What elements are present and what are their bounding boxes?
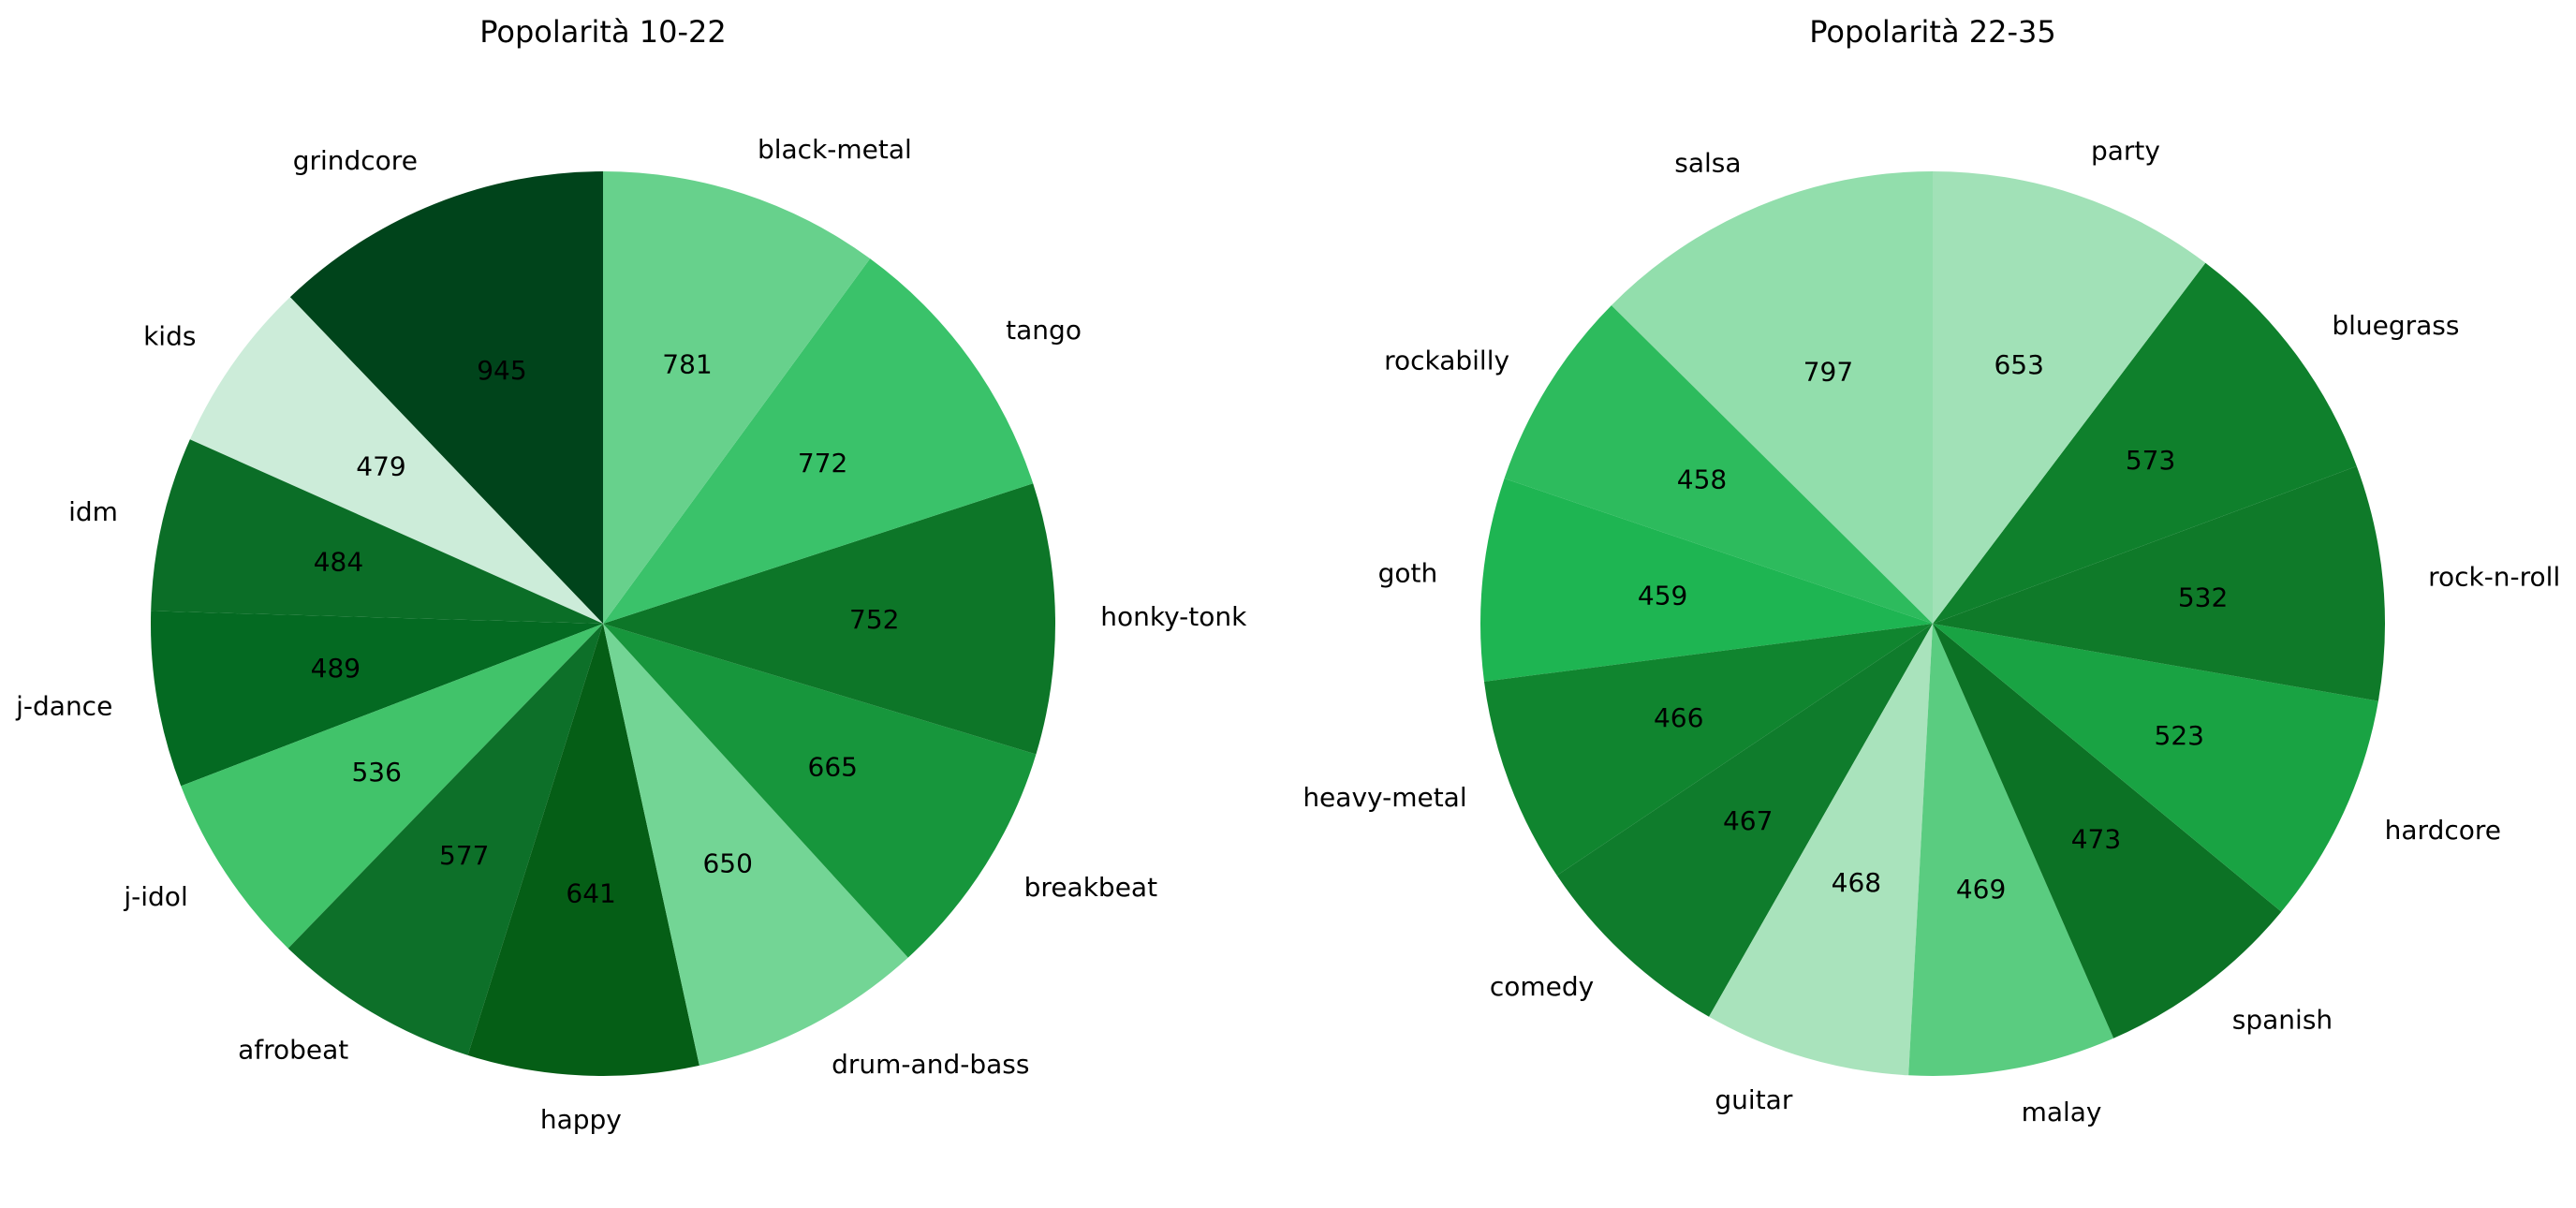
slice-label-rock-n-roll: rock-n-roll <box>2428 561 2560 592</box>
slice-label-malay: malay <box>2022 1097 2102 1127</box>
pie-slice-breakbeat <box>603 624 1037 958</box>
pie-slice-afrobeat <box>287 624 603 1055</box>
pie-slice-j-dance <box>150 611 603 787</box>
pie-slice-rock-n-roll <box>1933 465 2385 701</box>
slice-label-guitar: guitar <box>1715 1084 1792 1115</box>
slice-value-j-dance: 489 <box>311 653 361 684</box>
slice-value-idm: 484 <box>314 547 363 578</box>
slice-value-happy: 641 <box>566 878 615 909</box>
pie-slice-honky-tonk <box>603 483 1055 755</box>
pie-chart-popolarita-10-22: Popolarità 10-22 grindcore 945 kids 479 idm 4… <box>15 14 1247 1135</box>
slice-labels: salsa 797 rockabilly 458 goth 459 heavy-metal 4… <box>1303 135 2560 1127</box>
slice-value-goth: 459 <box>1638 580 1687 611</box>
pie-slice-rockabilly <box>1504 305 1933 624</box>
pie-slice-comedy <box>1556 624 1933 1017</box>
slice-label-goth: goth <box>1378 557 1438 588</box>
slice-value-black-metal: 781 <box>662 349 712 380</box>
slice-label-rockabilly: rockabilly <box>1384 346 1509 376</box>
pie-slice-black-metal <box>603 171 871 624</box>
chart-title: Popolarità 10-22 <box>479 14 726 50</box>
slice-label-j-dance: j-dance <box>15 691 112 722</box>
pie-slice-goth <box>1480 479 1933 682</box>
pie-slice-spanish <box>1933 624 2282 1039</box>
slice-label-heavy-metal: heavy-metal <box>1303 782 1466 813</box>
slice-value-kids: 479 <box>356 450 405 481</box>
slice-value-bluegrass: 573 <box>2126 445 2175 476</box>
slice-label-black-metal: black-metal <box>758 134 912 165</box>
slice-label-happy: happy <box>540 1104 622 1135</box>
slices <box>150 171 1055 1077</box>
slice-label-tango: tango <box>1006 315 1082 346</box>
pie-slice-happy <box>467 624 699 1077</box>
slice-label-afrobeat: afrobeat <box>238 1035 348 1066</box>
pie-slice-bluegrass <box>1933 262 2357 624</box>
slice-label-party: party <box>2091 135 2160 166</box>
slice-label-bluegrass: bluegrass <box>2332 310 2459 341</box>
slice-label-honky-tonk: honky-tonk <box>1100 601 1247 632</box>
pie-slice-guitar <box>1709 624 1933 1076</box>
pie-chart-popolarita-22-35: Popolarità 22-35 salsa 797 rockabilly 458 go… <box>1303 14 2560 1127</box>
slice-value-comedy: 467 <box>1723 805 1773 836</box>
slice-value-heavy-metal: 466 <box>1654 702 1703 733</box>
slice-label-grindcore: grindcore <box>293 145 418 176</box>
slice-label-j-idol: j-idol <box>123 881 187 912</box>
pie-slice-kids <box>189 297 603 624</box>
slice-value-drum-and-bass: 650 <box>702 847 752 878</box>
slice-value-spanish: 473 <box>2071 823 2121 854</box>
slice-label-salsa: salsa <box>1674 148 1741 179</box>
slice-value-guitar: 468 <box>1832 867 1881 898</box>
slice-value-breakbeat: 665 <box>808 751 858 782</box>
slice-value-rock-n-roll: 532 <box>2178 582 2228 612</box>
slice-value-malay: 469 <box>1956 874 2006 905</box>
slice-label-spanish: spanish <box>2232 1004 2333 1035</box>
slice-label-breakbeat: breakbeat <box>1024 872 1157 903</box>
slice-value-hardcore: 523 <box>2155 720 2204 751</box>
pie-slice-salsa <box>1611 171 1933 624</box>
slice-labels: grindcore 945 kids 479 idm 484 j-dance 489 j-ido… <box>15 134 1247 1135</box>
pie-slice-malay <box>1908 624 2114 1076</box>
slice-value-salsa: 797 <box>1803 357 1853 388</box>
slice-label-drum-and-bass: drum-and-bass <box>832 1049 1029 1080</box>
slice-label-idm: idm <box>68 496 118 527</box>
pie-slice-idm <box>151 439 604 624</box>
pie-slice-tango <box>603 258 1034 624</box>
pie-slice-drum-and-bass <box>603 624 908 1066</box>
slice-label-hardcore: hardcore <box>2385 815 2501 846</box>
slices <box>1480 171 2385 1076</box>
pie-slice-grindcore <box>289 171 603 624</box>
slice-value-j-idol: 536 <box>351 757 401 788</box>
chart-title: Popolarità 22-35 <box>1809 14 2055 50</box>
slice-value-honky-tonk: 752 <box>849 604 899 635</box>
slice-label-kids: kids <box>143 320 196 351</box>
slice-value-grindcore: 945 <box>477 355 526 386</box>
slice-value-party: 653 <box>1994 349 2043 380</box>
pie-slice-party <box>1933 171 2206 624</box>
slice-value-afrobeat: 577 <box>439 840 489 871</box>
slice-value-tango: 772 <box>798 448 847 479</box>
pie-slice-j-idol <box>181 624 603 949</box>
slice-value-rockabilly: 458 <box>1677 464 1727 495</box>
pie-slice-heavy-metal <box>1483 624 1933 876</box>
pie-slice-hardcore <box>1933 624 2378 912</box>
slice-label-comedy: comedy <box>1490 971 1594 1002</box>
